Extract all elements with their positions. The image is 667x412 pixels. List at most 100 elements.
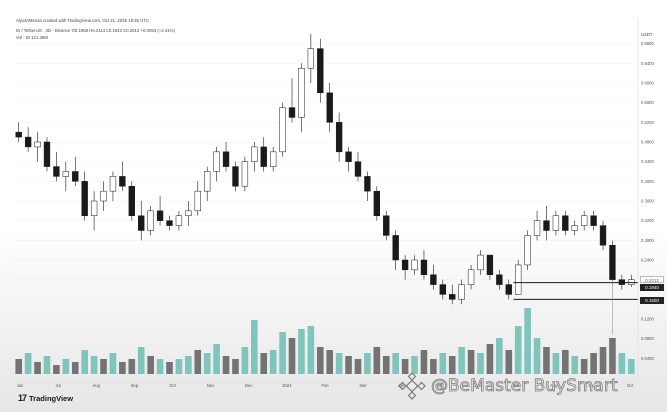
volume-bar	[430, 359, 437, 374]
candle-body[interactable]	[383, 215, 390, 236]
volume-bar	[486, 344, 494, 374]
candle-body[interactable]	[496, 274, 503, 285]
candle-body[interactable]	[326, 92, 333, 123]
volume-bar	[590, 353, 597, 374]
candle-body[interactable]	[401, 259, 409, 271]
candle-body[interactable]	[345, 151, 352, 162]
candle-body[interactable]	[81, 181, 88, 216]
time-tick-label: Oct	[627, 383, 634, 388]
candle-body[interactable]	[458, 284, 465, 300]
candle-body[interactable]	[90, 200, 98, 216]
candle-body[interactable]	[43, 141, 51, 167]
volume-bar	[316, 347, 324, 374]
candle-body[interactable]	[430, 274, 437, 285]
candle-body[interactable]	[138, 215, 145, 231]
volume-bar	[62, 359, 70, 374]
candle-body[interactable]	[477, 254, 484, 271]
price-tick-label: 0.0400	[641, 356, 654, 361]
candle-body[interactable]	[335, 122, 343, 153]
candle-body[interactable]	[307, 48, 315, 69]
volume-bar	[100, 359, 107, 374]
candle-body[interactable]	[241, 161, 249, 187]
price-axis: USDT 0.6800 0.6400 0.6000 0.5600 0.5200 0.4800…	[637, 18, 654, 382]
candle-body[interactable]	[298, 68, 305, 118]
candle-body[interactable]	[269, 151, 277, 167]
watermark: @BeMaster BuySmart	[398, 372, 618, 400]
candle-body[interactable]	[15, 131, 22, 138]
time-tick-label: Jul	[513, 383, 518, 388]
time-axis: Jun Jul Aug Sep Oct Nov Dec 2024 Feb Mar Apr May Jun…	[14, 381, 638, 388]
volume-bar	[251, 320, 258, 374]
candle-body[interactable]	[24, 136, 32, 148]
candle-body[interactable]	[156, 210, 164, 221]
candle-body[interactable]	[128, 186, 135, 216]
candle-body[interactable]	[232, 166, 239, 187]
volume-bar	[175, 359, 183, 374]
candle-body[interactable]	[354, 161, 362, 177]
binance-diamond-icon	[398, 372, 426, 400]
volume-legend[interactable]: Vol · ID 121.38M	[16, 35, 49, 40]
volume-bar	[147, 356, 154, 374]
tradingview-branding[interactable]: 17 TradingView	[18, 393, 73, 403]
volume-bar	[71, 362, 79, 374]
candle-body[interactable]	[109, 176, 117, 192]
candle-body[interactable]	[449, 294, 456, 300]
candle-body[interactable]	[166, 220, 173, 226]
volume-bar	[335, 353, 343, 374]
volume-bar	[260, 353, 268, 374]
volume-bar	[514, 326, 522, 374]
volume-bar	[562, 350, 569, 374]
candle-body[interactable]	[100, 190, 107, 202]
candle-body[interactable]	[515, 264, 522, 295]
chart-grid	[14, 43, 636, 359]
candle-body[interactable]	[486, 254, 494, 275]
candle-body[interactable]	[420, 259, 428, 275]
candle-body[interactable]	[288, 107, 296, 118]
candle-body[interactable]	[62, 171, 70, 177]
candle-body[interactable]	[439, 284, 446, 295]
candle-body[interactable]	[599, 225, 607, 246]
candle-body[interactable]	[204, 171, 211, 192]
candle-body[interactable]	[147, 210, 154, 231]
candle-body[interactable]	[571, 225, 578, 231]
candle-body[interactable]	[251, 146, 258, 162]
volume-bar	[543, 347, 550, 374]
price-tick-label: 0.4800	[641, 140, 654, 145]
candle-body[interactable]	[72, 171, 79, 182]
candle-body[interactable]	[467, 269, 475, 285]
candle-body[interactable]	[411, 259, 418, 271]
candle-body[interactable]	[260, 146, 267, 167]
candle-body[interactable]	[175, 215, 183, 226]
candle-body[interactable]	[364, 176, 371, 192]
candle-body[interactable]	[185, 210, 192, 216]
volume-bar	[53, 365, 60, 374]
candle-body[interactable]	[533, 220, 541, 236]
candle-body[interactable]	[222, 151, 230, 167]
volume-bar	[467, 350, 475, 374]
time-tick-label: Apr	[398, 383, 405, 388]
candle-body[interactable]	[279, 107, 286, 153]
candle-body[interactable]	[213, 151, 220, 172]
candle-body[interactable]	[609, 245, 616, 280]
candle-body[interactable]	[317, 48, 324, 94]
price-tick-label: 0.6400	[641, 61, 654, 66]
candle-body[interactable]	[373, 190, 381, 217]
symbol-ohlc-legend[interactable]: ID / TetherUS · 3D · Binance O0.1958 H0.…	[16, 28, 175, 33]
candle-body[interactable]	[524, 235, 531, 266]
candle-body[interactable]	[590, 215, 597, 226]
candle-body[interactable]	[562, 215, 569, 231]
volume-bar	[307, 326, 315, 374]
volume-bar	[326, 350, 334, 374]
candle-body[interactable]	[543, 220, 550, 231]
candle-body[interactable]	[194, 190, 201, 212]
price-tick-label: 0.3200	[641, 218, 654, 223]
candle-body[interactable]	[552, 215, 560, 231]
candle-body[interactable]	[392, 235, 399, 261]
candle-body[interactable]	[505, 284, 512, 295]
candle-body[interactable]	[34, 141, 41, 148]
candle-body[interactable]	[119, 176, 126, 187]
volume-bar	[288, 338, 296, 374]
candle-body[interactable]	[53, 166, 60, 177]
candle-body[interactable]	[580, 215, 588, 226]
